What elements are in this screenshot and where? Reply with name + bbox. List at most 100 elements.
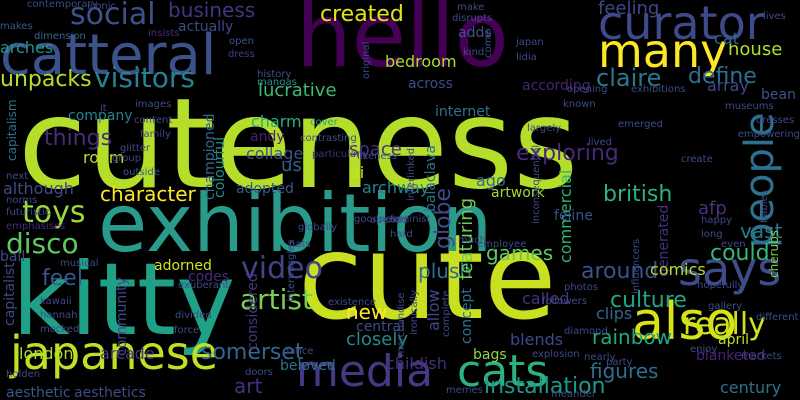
word-us: us <box>281 155 302 176</box>
word-space: space <box>349 139 402 160</box>
word-likeness: likeness <box>357 151 398 162</box>
word-bags: bags <box>473 347 507 363</box>
word-culture: culture <box>610 288 687 313</box>
word-followers: followers <box>542 296 587 307</box>
word-clips: clips <box>596 304 633 323</box>
word-existence: existence <box>328 297 376 308</box>
word-employee: employee <box>477 239 527 250</box>
word-kind: kind <box>463 47 485 58</box>
word-complete: complete <box>441 290 452 337</box>
word-empowering: empowering <box>737 129 800 140</box>
word-makes: makes <box>0 21 33 32</box>
word-british: british <box>603 182 673 207</box>
word-artist: artist <box>240 283 313 316</box>
word-opening: opening <box>567 84 608 95</box>
word-according: according <box>522 78 591 94</box>
word-iconic: iconic <box>87 1 117 12</box>
word-influencers: influencers <box>631 238 642 294</box>
word-disrupts: disrupts <box>452 13 493 24</box>
word-next: next <box>6 171 29 182</box>
word-come: come <box>483 30 494 58</box>
word-installation: installation <box>484 374 606 399</box>
word-contemporary: contemporary <box>27 0 98 10</box>
word-bedroom: bedroom <box>385 52 457 71</box>
word-gallery: gallery <box>708 301 743 312</box>
word-aesthetics: aesthetics <box>74 385 146 400</box>
word-group: group <box>112 153 142 164</box>
word-explosion: explosion <box>532 349 580 360</box>
word-history: history <box>257 69 292 80</box>
word-balaclava: balaclava <box>423 145 439 212</box>
word-feeling: feeling <box>598 0 660 19</box>
word-memes: memes <box>446 385 483 396</box>
word-although: although <box>3 179 74 198</box>
word-hannah: hannah <box>40 310 78 321</box>
word-futuristic: futuristic <box>6 207 51 218</box>
word-catteral: catteral <box>0 23 217 88</box>
word-london: london <box>19 344 74 363</box>
word-andy: andy <box>250 129 285 145</box>
word-open: open <box>229 36 254 47</box>
word-aesthetic: aesthetic <box>6 385 71 400</box>
word-japan: japan <box>516 37 544 48</box>
word-markets: markets <box>741 351 782 362</box>
word-nearly: nearly <box>584 352 616 363</box>
word-party: party <box>606 357 633 368</box>
word-collage: collage <box>246 144 304 163</box>
word-meander: meander <box>551 389 596 400</box>
word-it: it <box>100 103 107 114</box>
word-plush: plush <box>418 259 473 283</box>
word-ironically: ironically <box>409 289 420 335</box>
word-long: long <box>701 229 723 240</box>
word-goodness: goodness <box>354 214 402 225</box>
word-community: community <box>114 277 130 356</box>
word-rainbow: rainbow <box>592 325 672 349</box>
word-hello: hello <box>296 0 509 87</box>
word-doors: doors <box>245 367 273 378</box>
word-exuberant: exuberant <box>178 280 230 291</box>
word-mangas: mangas <box>257 77 297 88</box>
word-exhibition: exhibition <box>98 177 493 270</box>
word-century: century <box>720 378 782 397</box>
word-things: things <box>44 126 113 151</box>
word-cats: cats <box>457 346 549 397</box>
word-adds: adds <box>458 25 492 41</box>
word-original: original <box>361 41 372 79</box>
word-bean: bean <box>761 87 796 103</box>
word-codes: codes <box>188 269 230 285</box>
word-content: content <box>134 115 173 126</box>
word-happy: happy <box>701 215 733 226</box>
word-intermingles: intermingles <box>286 239 297 302</box>
word-april: april <box>718 332 750 348</box>
word-central: central <box>356 319 405 335</box>
word-figures: figures <box>590 359 659 383</box>
word-considered: considered <box>245 273 261 350</box>
word-many: many <box>598 24 728 78</box>
word-lucrative: lucrative <box>258 80 337 101</box>
word-emerged: emerged <box>618 119 663 130</box>
word-colourful: colourful <box>212 136 228 198</box>
word-divided: divided <box>175 310 212 321</box>
word-toys: toys <box>22 195 86 230</box>
word-cute: cute <box>298 208 557 346</box>
word-babies: babies <box>759 190 770 223</box>
word-feminist: feminist <box>390 214 431 225</box>
word-musical: musical <box>60 258 99 269</box>
word-adorned: adorned <box>154 258 212 274</box>
word-holden: holden <box>6 369 41 380</box>
word-games: games <box>486 241 554 265</box>
word-adopted: adopted <box>236 181 294 197</box>
word-also: also <box>632 292 738 352</box>
word-cover: cover <box>310 117 338 128</box>
word-diamond: diamond <box>564 326 608 337</box>
word-social: social <box>70 0 156 32</box>
word-capitalism: capitalism <box>5 99 19 161</box>
word-somerset: somerset <box>201 340 304 365</box>
word-lidia: lidia <box>516 52 537 63</box>
word-around: around <box>581 259 659 284</box>
word-merchandise: merchandise <box>396 292 407 357</box>
word-mocked: mocked <box>40 324 80 335</box>
word-kitty: kitty <box>12 241 236 358</box>
word-across: across <box>408 76 453 92</box>
word-allow: allow <box>424 289 443 331</box>
